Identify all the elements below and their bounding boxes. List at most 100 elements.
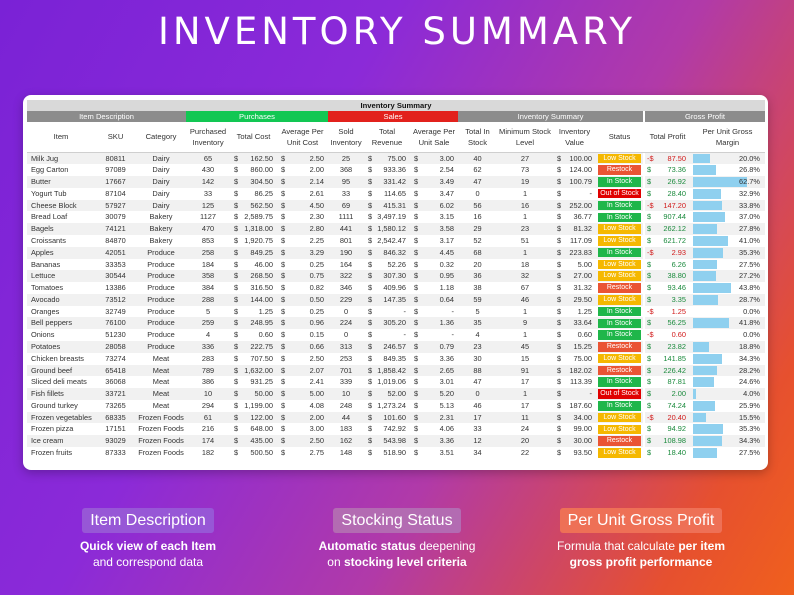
- cell-total-cost[interactable]: $316.50: [230, 282, 277, 294]
- table-row[interactable]: Potatoes 28058 Produce 336 $222.75 $0.66 313 $2…: [27, 341, 765, 353]
- cell-total-profit[interactable]: $23.82: [645, 341, 690, 353]
- cell-inventory-value[interactable]: $223.83: [553, 246, 596, 259]
- cell-item[interactable]: Ground turkey: [31, 400, 78, 410]
- cell-total-cost[interactable]: $849.25: [230, 246, 277, 259]
- cell-category[interactable]: Produce: [136, 246, 186, 259]
- cell-inventory-value[interactable]: $81.32: [553, 223, 596, 235]
- header-inventory-value[interactable]: Inventory Value: [553, 122, 596, 153]
- cell-avg-unit-cost[interactable]: $2.07: [277, 364, 328, 377]
- table-row[interactable]: Frozen pizza 17151 Frozen Foods 216 $648.00 $…: [27, 423, 765, 436]
- cell-sold-inventory[interactable]: 190: [328, 246, 364, 259]
- cell-min-stock-level[interactable]: 20: [497, 435, 553, 448]
- cell-item[interactable]: Frozen pizza: [31, 424, 74, 434]
- cell-sold-inventory[interactable]: 183: [339, 424, 353, 434]
- cell-total-revenue[interactable]: $1,273.24: [364, 400, 410, 412]
- cell-avg-unit-sale[interactable]: $3.36: [410, 435, 458, 448]
- cell-category[interactable]: Produce: [147, 259, 175, 269]
- cell-min-stock-level[interactable]: 24: [520, 424, 530, 434]
- cell-total-cost[interactable]: $0.60: [230, 329, 277, 341]
- cell-total-in-stock[interactable]: 34: [473, 448, 482, 458]
- cell-status[interactable]: Low Stock: [596, 235, 643, 247]
- cell-min-stock-level[interactable]: 1: [522, 188, 528, 198]
- cell-status[interactable]: In Stock: [596, 211, 643, 223]
- cell-min-stock-level[interactable]: 18: [520, 259, 530, 269]
- cell-avg-unit-sale[interactable]: $6.02: [410, 199, 458, 212]
- cell-total-in-stock[interactable]: 47: [473, 377, 482, 387]
- cell-avg-unit-cost[interactable]: $2.41: [277, 376, 328, 388]
- cell-sold-inventory[interactable]: 1111: [338, 212, 354, 222]
- cell-status[interactable]: Low Stock: [596, 152, 643, 165]
- cell-total-cost[interactable]: $707.50: [230, 353, 277, 365]
- cell-avg-unit-cost[interactable]: $2.14: [277, 176, 328, 188]
- table-row[interactable]: Ground beef 65418 Meat 789 $1,632.00 $2.07 701…: [27, 364, 765, 377]
- cell-avg-unit-sale[interactable]: $ -: [410, 329, 458, 341]
- cell-min-stock-level[interactable]: 9: [497, 317, 553, 330]
- cell-avg-unit-cost[interactable]: $0.96: [277, 317, 328, 330]
- cell-inventory-value[interactable]: $5.00: [553, 259, 596, 271]
- cell-avg-unit-sale[interactable]: $4.45: [410, 246, 458, 259]
- cell-avg-unit-sale[interactable]: $3.01: [410, 376, 458, 388]
- cell-min-stock-level[interactable]: 19: [497, 176, 553, 188]
- cell-status[interactable]: In Stock: [596, 246, 643, 259]
- cell-sku[interactable]: 33353: [105, 259, 126, 269]
- cell-status[interactable]: Out of Stock: [596, 188, 643, 200]
- cell-inventory-value[interactable]: $182.02: [553, 364, 596, 377]
- cell-total-cost[interactable]: $1,199.00: [230, 400, 277, 412]
- cell-avg-unit-cost[interactable]: $2.00: [277, 411, 328, 424]
- cell-category[interactable]: Frozen Foods: [138, 424, 184, 434]
- cell-total-cost[interactable]: $122.00: [230, 411, 277, 424]
- cell-sku[interactable]: 73265: [105, 400, 126, 410]
- cell-total-revenue[interactable]: $846.32: [364, 246, 410, 259]
- cell-total-profit[interactable]: $3.35: [645, 293, 690, 306]
- cell-status[interactable]: Low Stock: [596, 293, 643, 306]
- cell-total-profit[interactable]: $141.85: [645, 353, 690, 365]
- cell-avg-unit-sale[interactable]: $3.58: [410, 223, 458, 235]
- cell-total-revenue[interactable]: $1,580.12: [364, 223, 410, 235]
- cell-sku[interactable]: 97089: [105, 165, 126, 175]
- cell-avg-unit-sale[interactable]: $2.65: [410, 364, 458, 377]
- cell-total-revenue[interactable]: $849.35: [364, 353, 410, 365]
- cell-sold-inventory[interactable]: 801: [339, 235, 353, 245]
- cell-inventory-value[interactable]: $75.00: [553, 353, 596, 365]
- cell-item[interactable]: Cheese Block: [27, 199, 95, 212]
- cell-avg-unit-cost[interactable]: $2.50: [277, 353, 328, 365]
- cell-sku[interactable]: 32749: [105, 306, 126, 316]
- cell-total-profit[interactable]: $94.92: [645, 423, 690, 435]
- cell-min-stock-level[interactable]: 16: [497, 199, 553, 212]
- cell-sku[interactable]: 57927: [95, 199, 136, 212]
- cell-avg-unit-cost[interactable]: $3.29: [277, 246, 328, 259]
- cell-inventory-value[interactable]: $ -: [553, 188, 596, 200]
- cell-category[interactable]: Produce: [147, 306, 175, 316]
- cell-avg-unit-sale[interactable]: $1.18: [410, 282, 458, 294]
- cell-gross-margin[interactable]: 27.2%: [690, 270, 765, 283]
- header-sku[interactable]: SKU: [95, 122, 136, 153]
- cell-inventory-value[interactable]: $99.00: [553, 423, 596, 435]
- cell-min-stock-level[interactable]: 23: [497, 223, 553, 235]
- cell-status[interactable]: Low Stock: [596, 423, 643, 435]
- cell-total-profit[interactable]: $56.25: [645, 317, 690, 330]
- cell-avg-unit-cost[interactable]: $2.50: [277, 435, 328, 448]
- cell-total-in-stock[interactable]: 33: [473, 424, 482, 434]
- table-row[interactable]: Frozen vegetables 68335 Frozen Foods 61 $122…: [27, 411, 765, 424]
- cell-min-stock-level[interactable]: 17: [520, 400, 530, 410]
- cell-item[interactable]: Ice cream: [27, 435, 95, 448]
- cell-gross-margin[interactable]: 41.0%: [690, 235, 765, 247]
- cell-total-in-stock[interactable]: 62: [473, 165, 482, 175]
- cell-total-cost[interactable]: $144.00: [230, 293, 277, 306]
- cell-total-profit[interactable]: $907.44: [645, 211, 690, 223]
- cell-avg-unit-sale[interactable]: $3.17: [410, 235, 458, 247]
- cell-purchased-inventory[interactable]: 336: [186, 341, 230, 353]
- cell-purchased-inventory[interactable]: 142: [186, 176, 230, 188]
- cell-sku[interactable]: 68335: [95, 411, 136, 424]
- cell-total-cost[interactable]: $435.00: [230, 435, 277, 448]
- cell-sold-inventory[interactable]: 162: [328, 435, 364, 448]
- cell-item[interactable]: Milk Jug: [27, 152, 95, 165]
- cell-total-cost[interactable]: $46.00: [230, 259, 277, 271]
- cell-item[interactable]: Yogurt Tub: [31, 188, 67, 198]
- cell-total-cost[interactable]: $162.50: [230, 152, 277, 165]
- cell-total-profit[interactable]: $74.24: [645, 400, 690, 412]
- cell-total-revenue[interactable]: $114.65: [364, 188, 410, 200]
- cell-total-in-stock[interactable]: 16: [473, 212, 482, 222]
- cell-sold-inventory[interactable]: 322: [328, 270, 364, 283]
- cell-avg-unit-sale[interactable]: $0.32: [410, 259, 458, 271]
